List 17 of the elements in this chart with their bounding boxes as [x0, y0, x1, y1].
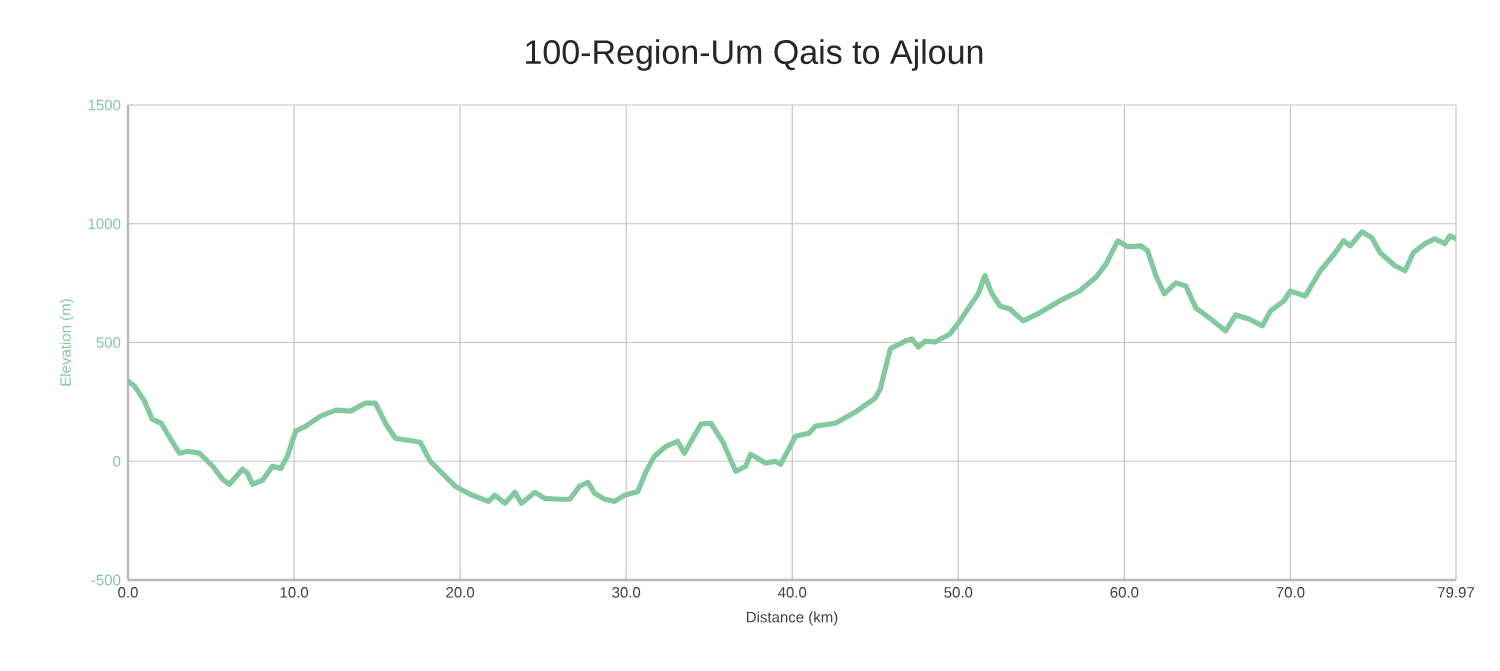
x-tick-label: 70.0 — [1276, 587, 1305, 598]
x-tick-label: 0.0 — [118, 587, 138, 598]
y-tick-label: 500 — [96, 337, 121, 348]
x-tick-label: 60.0 — [1110, 587, 1139, 598]
y-axis-title: Elevation (m) — [59, 299, 74, 386]
y-tick-label: 1500 — [88, 99, 121, 111]
y-tick-label: 1000 — [88, 218, 121, 230]
x-tick-label: 79.97 — [1438, 587, 1475, 598]
x-tick-label: 40.0 — [778, 587, 807, 598]
x-axis-title: Distance (km) — [746, 611, 838, 626]
chart-title: 100-Region-Um Qais to Ajloun — [526, 39, 983, 71]
y-tick-label: 0 — [113, 455, 121, 467]
x-tick-label: 50.0 — [944, 587, 973, 598]
y-tick-label: -500 — [91, 574, 121, 586]
x-tick-label: 20.0 — [446, 587, 475, 598]
x-tick-label: 30.0 — [612, 587, 641, 598]
x-tick-label: 10.0 — [280, 587, 309, 598]
